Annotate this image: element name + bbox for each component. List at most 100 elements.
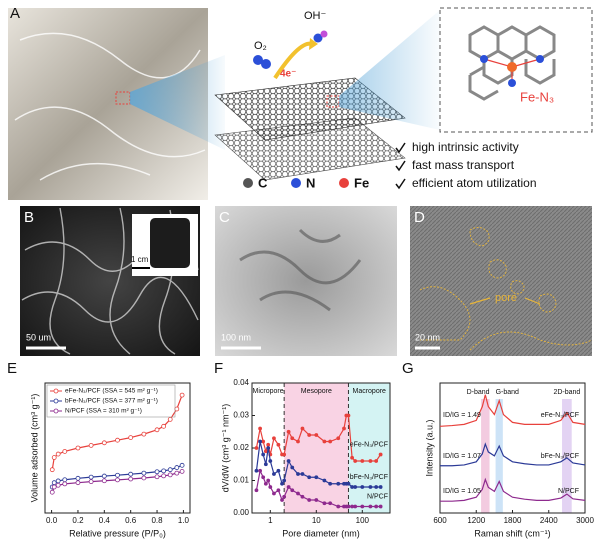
x-tick-label: 100 (356, 516, 370, 525)
data-point (115, 472, 120, 478)
band-label: G-band (496, 389, 519, 396)
data-point (266, 478, 271, 483)
y-axis-label: dV/dW (cm³ g⁻¹ nm⁻¹) (220, 404, 230, 493)
element-label: C (258, 175, 268, 190)
zoom-box (115, 91, 131, 105)
region-label: Micropore (253, 388, 284, 395)
x-tick-label: 0.4 (99, 516, 111, 525)
series-label: eFe-N₃/PCF (350, 441, 388, 448)
data-point (161, 473, 167, 479)
data-point (254, 446, 259, 450)
element-dot (243, 178, 253, 188)
panel-label: G (402, 360, 414, 377)
feature-text: fast mass transport (412, 158, 515, 172)
data-point (179, 468, 185, 474)
data-point (286, 485, 291, 489)
data-point (350, 485, 355, 489)
data-point (360, 459, 365, 463)
legend-marker (53, 388, 59, 394)
band (562, 399, 572, 513)
data-point (322, 478, 327, 483)
element-label: N (306, 175, 315, 190)
data-point (360, 504, 365, 509)
scale-label: 20 nm (415, 332, 440, 342)
oh-molecule (313, 33, 323, 43)
data-point (154, 427, 160, 433)
series-line (439, 394, 586, 427)
data-point (353, 459, 358, 463)
data-point (314, 475, 319, 480)
data-point (328, 501, 333, 506)
x-axis-label: Pore diameter (nm) (282, 528, 360, 538)
data-point (282, 478, 287, 483)
data-point (300, 472, 305, 476)
y-tick-label: 0.02 (233, 443, 249, 452)
data-point (258, 468, 263, 473)
data-point (314, 498, 319, 502)
data-point (328, 481, 333, 486)
element-legend: C N Fe (243, 175, 369, 190)
data-point (368, 485, 373, 489)
series-label: bFe-N₃/PCF (541, 453, 579, 460)
data-point (290, 465, 295, 470)
data-point (272, 436, 276, 441)
check-icon (395, 178, 406, 190)
data-point (141, 470, 147, 476)
data-point (290, 488, 295, 493)
data-point (296, 472, 300, 476)
data-point (254, 468, 259, 473)
data-point (141, 431, 147, 437)
series-line (51, 394, 183, 470)
data-point (307, 498, 312, 502)
data-point (280, 481, 284, 486)
legend-marker (53, 408, 59, 414)
data-point (307, 433, 312, 437)
ratio-label: ID/IG = 1.49 (443, 412, 481, 419)
panel-c: 100 nm C (215, 206, 397, 356)
data-point (322, 439, 327, 444)
feature-list: high intrinsic activity fast mass transpo… (395, 140, 537, 190)
data-point (378, 452, 383, 457)
o2-molecule (253, 55, 263, 65)
data-point (374, 459, 379, 463)
series-line (440, 442, 586, 467)
data-point (268, 459, 273, 463)
data-point (296, 439, 300, 444)
data-point (75, 445, 81, 451)
x-tick-label: 1.0 (178, 516, 190, 525)
data-point (268, 485, 273, 489)
chart: E 0.0 0.2 0.4 0.6 0.8 1.0 Relative pressure (P/… (7, 360, 191, 538)
data-point (179, 392, 185, 398)
tem-image (215, 206, 397, 356)
y-axis-label: Volume adsorbed (cm³ g⁻¹) (29, 394, 39, 503)
data-point (266, 442, 271, 447)
data-point (88, 442, 94, 448)
series-label: N/PCF (558, 488, 579, 495)
panel-label: F (214, 360, 223, 377)
molecule (468, 25, 556, 101)
panel-label: D (414, 209, 425, 226)
data-point (328, 439, 333, 444)
x-tick-label: 10 (312, 516, 321, 525)
data-point (88, 479, 94, 485)
data-point (336, 436, 341, 441)
data-point (174, 470, 180, 476)
reaction-arrow-head (309, 38, 318, 50)
data-point (296, 491, 300, 496)
data-point (353, 504, 358, 509)
data-point (336, 481, 341, 486)
data-point (101, 473, 107, 479)
data-point (353, 485, 358, 489)
data-point (346, 481, 351, 486)
chart: F Micropore Mesopore Macropore 1 10 100 0.00 0.0… (214, 360, 391, 538)
sem-walls (21, 207, 199, 355)
data-point (272, 491, 276, 496)
data-point (350, 504, 355, 509)
element-label: Fe (354, 175, 369, 190)
data-point (263, 449, 268, 454)
data-point (161, 468, 167, 474)
fe-atom (507, 62, 517, 72)
data-point (174, 465, 180, 470)
data-point (128, 435, 134, 441)
